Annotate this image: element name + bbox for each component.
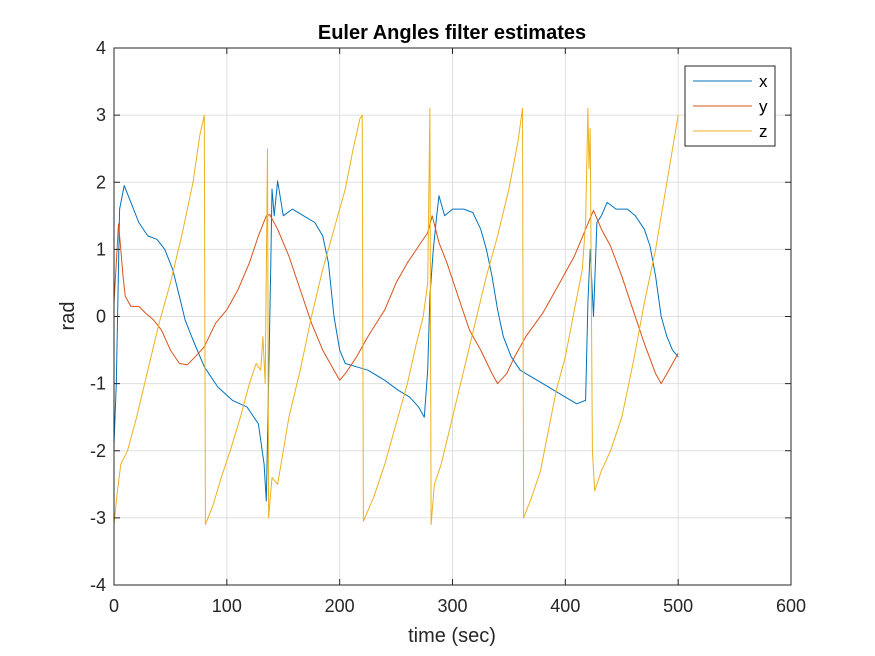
- x-tick-label: 500: [663, 596, 693, 616]
- y-axis-label: rad: [57, 302, 79, 331]
- x-tick-label: 300: [437, 596, 467, 616]
- x-tick-label: 200: [325, 596, 355, 616]
- y-tick-label: 1: [96, 239, 106, 259]
- legend-label-y: y: [759, 97, 768, 116]
- x-tick-label: 0: [109, 596, 119, 616]
- legend-label-x: x: [759, 72, 768, 91]
- chart-title: Euler Angles filter estimates: [318, 22, 586, 44]
- x-axis-label: time (sec): [408, 625, 496, 647]
- legend: x y z: [684, 65, 776, 147]
- y-tick-label: 0: [96, 307, 106, 327]
- x-tick-label: 600: [776, 596, 806, 616]
- y-tick-label: 3: [96, 105, 106, 125]
- x-tick-label: 100: [212, 596, 242, 616]
- ticks: [113, 47, 792, 586]
- y-tick-label: -2: [90, 441, 106, 461]
- legend-label-z: z: [759, 122, 768, 141]
- series-line-x: [114, 180, 679, 502]
- y-tick-label: 4: [96, 38, 106, 58]
- series-line-z: [114, 107, 679, 526]
- tick-labels: 0 100 200 300 400 500 600 -4 -3 -2 -1 0 1 2 3 4: [90, 38, 806, 616]
- x-tick-label: 400: [550, 596, 580, 616]
- series-line-y: [114, 209, 679, 385]
- y-tick-label: 2: [96, 172, 106, 192]
- y-tick-label: -4: [90, 575, 106, 595]
- y-tick-label: -3: [90, 508, 106, 528]
- series-layer: [114, 107, 679, 526]
- y-tick-label: -1: [90, 374, 106, 394]
